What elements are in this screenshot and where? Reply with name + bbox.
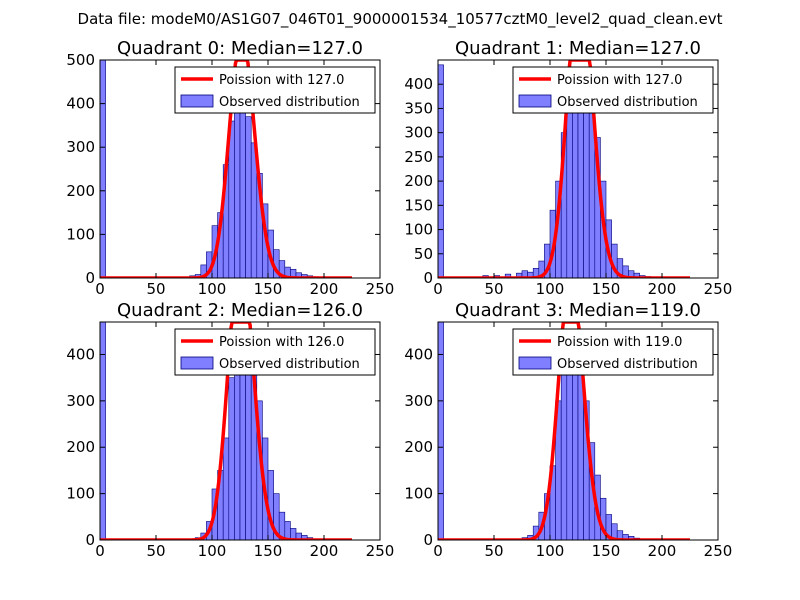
- x-tick-label: 150: [254, 542, 283, 560]
- quadrant-1-bar: [572, 88, 579, 279]
- quadrant-3-panel: Quadrant 3: Median=119.0 0 50 100 150 200 250 0…: [404, 300, 732, 560]
- x-tick-label: 250: [366, 280, 395, 298]
- legend-poisson-label: Poission with 119.0: [557, 335, 682, 350]
- quadrant-2-panel: Quadrant 2: Median=126.0 0 50 100 150 200 250 0…: [66, 300, 394, 560]
- quadrant-0-title: Quadrant 0: Median=127.0: [117, 38, 363, 59]
- y-tick-label: 500: [66, 51, 95, 69]
- quadrant-0-bar: [239, 107, 246, 279]
- x-tick-label: 50: [484, 542, 503, 560]
- quadrant-0-bar: [234, 112, 241, 279]
- legend-poisson-label: Poission with 126.0: [219, 335, 344, 350]
- quadrant-0-bar: [99, 59, 106, 279]
- legend-observed-label: Observed distribution: [557, 95, 698, 110]
- legend-observed-swatch: [180, 94, 214, 108]
- y-tick-label: 300: [404, 124, 433, 142]
- x-tick-label: 200: [310, 542, 339, 560]
- x-tick-label: 100: [536, 280, 565, 298]
- x-tick-label: 200: [310, 280, 339, 298]
- y-tick-label: 100: [404, 221, 433, 239]
- quadrant-2-bar: [228, 377, 235, 541]
- legend-observed-swatch: [518, 356, 552, 370]
- quadrant-3-legend: Poission with 119.0 Observed distribution: [512, 328, 714, 376]
- x-tick-label: 200: [648, 280, 677, 298]
- y-tick-label: 300: [66, 392, 95, 410]
- y-tick-label: 200: [66, 438, 95, 456]
- y-tick-label: 100: [66, 485, 95, 503]
- x-tick-label: 0: [95, 542, 105, 560]
- quadrant-1-bar: [583, 93, 590, 279]
- quadrant-2-axes-frame: [99, 321, 381, 541]
- quadrant-2-title: Quadrant 2: Median=126.0: [117, 300, 363, 321]
- x-tick-label: 150: [592, 542, 621, 560]
- y-tick-label: 100: [66, 225, 95, 243]
- quadrant-1-title: Quadrant 1: Median=127.0: [455, 38, 701, 59]
- y-tick-label: 150: [404, 196, 433, 214]
- quadrant-2-poisson-line: [100, 322, 353, 540]
- x-tick-label: 50: [146, 542, 165, 560]
- y-tick-label: 350: [404, 99, 433, 117]
- x-tick-label: 0: [433, 280, 443, 298]
- quadrant-0-bar: [245, 116, 252, 279]
- x-tick-label: 100: [198, 280, 227, 298]
- quadrant-1-panel: Quadrant 1: Median=127.00 50 100 150 200 2500…: [404, 38, 732, 298]
- legend-observed-label: Observed distribution: [557, 357, 698, 372]
- y-tick-label: 200: [66, 182, 95, 200]
- quadrant-3-bar: [560, 368, 568, 541]
- y-tick-label: 300: [404, 392, 433, 410]
- y-tick-label: 400: [66, 95, 95, 113]
- y-tick-label: 200: [404, 438, 433, 456]
- y-tick-label: 0: [85, 269, 95, 287]
- quadrant-1-bar: [437, 64, 444, 279]
- y-tick-label: 400: [66, 345, 95, 363]
- quadrant-2-bar: [222, 437, 230, 541]
- x-tick-label: 250: [704, 280, 733, 298]
- quadrant-0-panel: Quadrant 0: Median=127.0 0 50 100 150 200 250 0…: [66, 38, 394, 298]
- x-tick-label: 150: [254, 280, 283, 298]
- quadrant-2-bar: [284, 521, 291, 541]
- y-tick-label: 250: [404, 148, 433, 166]
- x-tick-label: 250: [704, 542, 733, 560]
- quadrant-1-bar: [566, 93, 573, 279]
- legend-poisson-label: Poission with 127.0: [557, 73, 682, 88]
- x-tick-label: 250: [366, 542, 395, 560]
- y-tick-label: 0: [423, 531, 433, 549]
- y-tick-label: 300: [66, 138, 95, 156]
- x-tick-label: 0: [95, 280, 105, 298]
- x-tick-label: 50: [484, 280, 503, 298]
- figure-suptitle: Data file: modeM0/AS1G07_046T01_90000015…: [78, 10, 723, 29]
- y-tick-label: 50: [414, 245, 433, 263]
- quadrant-1-legend: Poission with 127.0 Observed distribution: [512, 66, 714, 114]
- y-tick-label: 100: [404, 485, 433, 503]
- quadrant-3-title: Quadrant 3: Median=119.0: [455, 300, 701, 321]
- x-tick-label: 200: [648, 542, 677, 560]
- quadrant-3-axes-frame: [437, 321, 719, 541]
- legend-observed-swatch: [518, 94, 552, 108]
- legend-poisson-label: Poission with 127.0: [219, 73, 344, 88]
- quadrant-2-legend: Poission with 126.0 Observed distribution: [174, 328, 376, 376]
- y-tick-label: 0: [85, 531, 95, 549]
- quadrant-0-poisson-line: [100, 60, 353, 278]
- y-tick-label: 400: [404, 345, 433, 363]
- quadrant-0-axes-frame: [99, 59, 381, 279]
- y-tick-label: 400: [404, 75, 433, 93]
- x-tick-label: 100: [536, 542, 565, 560]
- x-tick-label: 50: [146, 280, 165, 298]
- x-tick-label: 150: [592, 280, 621, 298]
- x-tick-label: 0: [433, 542, 443, 560]
- quadrant-1-poisson-line: [438, 60, 691, 278]
- quadrant-1-axes-frame: [437, 59, 719, 279]
- y-tick-label: 0: [423, 269, 433, 287]
- x-tick-label: 100: [198, 542, 227, 560]
- quadrant-0-legend: Poission with 127.0 Observed distribution: [174, 66, 376, 114]
- y-tick-label: 200: [404, 172, 433, 190]
- legend-observed-swatch: [180, 356, 214, 370]
- legend-observed-label: Observed distribution: [219, 357, 360, 372]
- legend-observed-label: Observed distribution: [219, 95, 360, 110]
- quadrant-2-bar: [234, 354, 241, 541]
